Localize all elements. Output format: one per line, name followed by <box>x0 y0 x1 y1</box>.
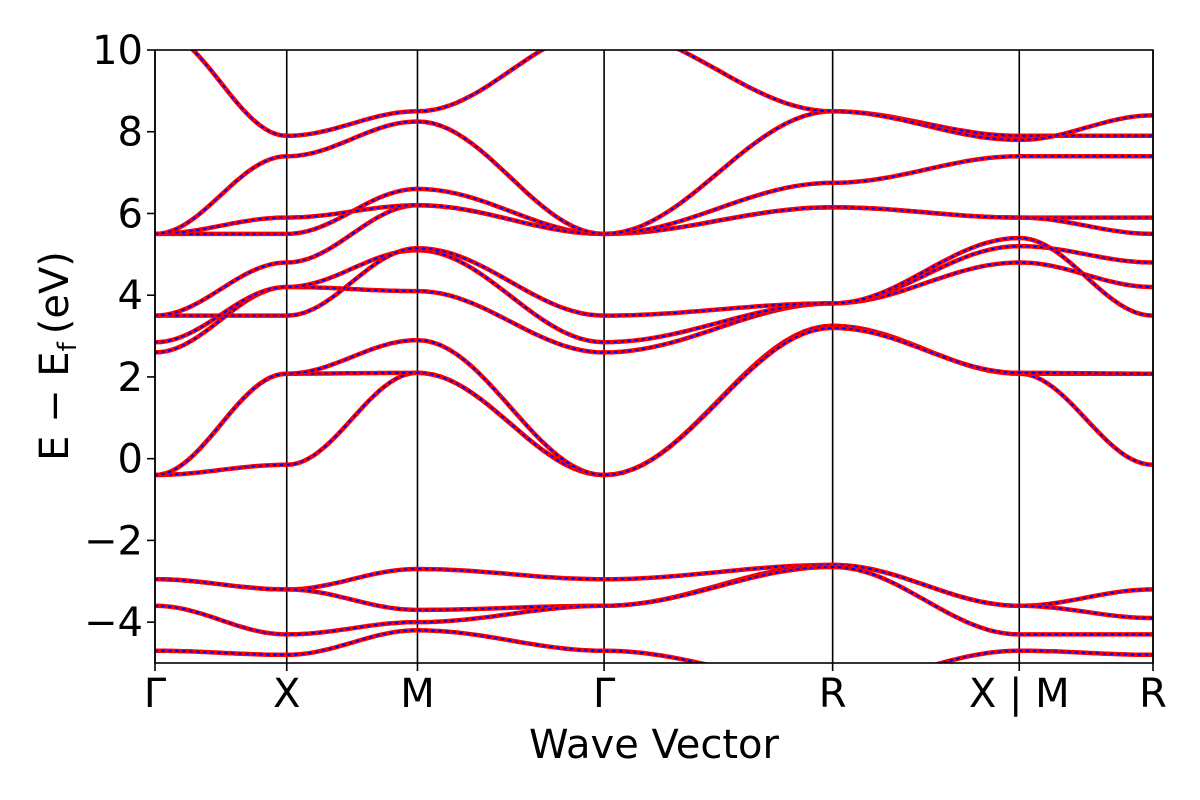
band-line-blue-dotted <box>155 110 1153 235</box>
plot-background <box>155 50 1153 663</box>
y-axis-label-main: E − E <box>32 351 78 461</box>
y-axis-ticks: 10 8 6 4 2 0 −2 −4 <box>84 28 155 646</box>
band-line-blue-dotted <box>155 326 1153 477</box>
band-lines <box>155 50 1153 663</box>
y-tick-label: −2 <box>84 518 143 564</box>
y-tick-label: 8 <box>118 110 143 156</box>
y-tick-label: 4 <box>118 273 143 319</box>
x-tick-label: R <box>819 671 847 717</box>
band-line-blue-dotted <box>155 629 1153 663</box>
y-tick-label: 2 <box>118 355 143 401</box>
band-line-blue-dotted <box>155 245 1153 344</box>
y-tick-label: 0 <box>118 437 143 483</box>
y-axis-label-subscript: f <box>53 341 83 351</box>
band-line-blue-dotted <box>155 565 1153 636</box>
x-tick-label: Γ <box>144 671 167 717</box>
x-tick-label: X | M <box>969 671 1070 717</box>
x-axis-ticks: Γ X M Γ R X | M R <box>144 663 1167 717</box>
y-tick-label: 6 <box>118 191 143 237</box>
x-tick-label: X <box>273 671 300 717</box>
y-axis-label-unit: (eV) <box>32 251 78 334</box>
x-tick-label: M <box>400 671 435 717</box>
y-tick-label: −4 <box>84 600 143 646</box>
x-tick-label: R <box>1139 671 1167 717</box>
x-axis-label: Wave Vector <box>529 722 780 768</box>
band-line-blue-dotted <box>155 155 1153 235</box>
y-axis-label: E − Ef (eV) <box>32 251 83 461</box>
y-tick-label: 10 <box>92 28 143 74</box>
band-line-blue-dotted <box>191 50 1153 141</box>
band-line-blue-dotted <box>155 563 1153 619</box>
x-tick-label: Γ <box>593 671 616 717</box>
plot-frame <box>154 49 1154 664</box>
band-line-blue-dotted <box>155 236 1153 317</box>
y-axis-label-group: E − Ef (eV) <box>32 251 83 461</box>
